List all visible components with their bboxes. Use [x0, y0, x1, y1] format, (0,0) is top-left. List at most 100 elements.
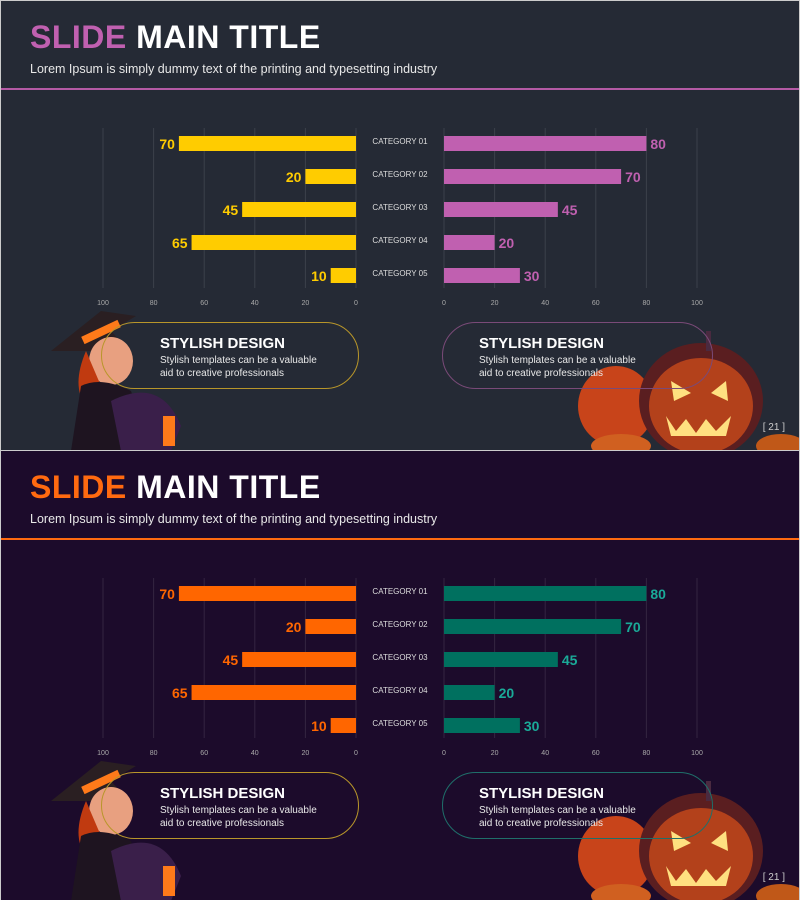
slide: SLIDE MAIN TITLE Lorem Ipsum is simply d… [1, 1, 799, 450]
left-tick-label: 0 [354, 750, 358, 757]
right-tick-label: 0 [442, 300, 446, 307]
pumpkins-image [578, 331, 799, 450]
pumpkins-image [578, 781, 799, 900]
left-bar [242, 202, 356, 217]
slide: SLIDE MAIN TITLE Lorem Ipsum is simply d… [1, 451, 799, 900]
left-bar [178, 586, 356, 601]
right-tick-label: 20 [491, 750, 499, 757]
info-card-left: STYLISH DESIGN Stylish templates can be … [101, 772, 359, 839]
info-card-left: STYLISH DESIGN Stylish templates can be … [101, 322, 359, 389]
right-bar [444, 136, 647, 151]
card-heading: STYLISH DESIGN [160, 785, 286, 802]
left-tick-label: 60 [200, 300, 208, 307]
right-value-label: 30 [524, 268, 540, 284]
card-text: Stylish templates can be a valuable aid … [160, 355, 317, 379]
left-tick-label: 100 [97, 300, 109, 307]
left-tick-label: 100 [97, 750, 109, 757]
right-value-label: 70 [625, 619, 641, 635]
left-tick-label: 80 [150, 750, 158, 757]
left-bar [305, 169, 356, 184]
left-value-label: 70 [159, 136, 175, 152]
right-value-label: 20 [499, 235, 515, 251]
right-bar [444, 586, 647, 601]
left-tick-label: 40 [251, 300, 259, 307]
left-tick-label: 20 [302, 300, 310, 307]
left-value-label: 10 [311, 268, 327, 284]
right-bar [444, 268, 520, 283]
left-value-label: 45 [223, 652, 239, 668]
right-tick-label: 100 [691, 300, 703, 307]
right-tick-label: 40 [541, 300, 549, 307]
right-bar [444, 202, 558, 217]
info-card-right: STYLISH DESIGN Stylish templates can be … [442, 322, 713, 389]
right-value-label: 45 [562, 652, 578, 668]
right-value-label: 70 [625, 169, 641, 185]
slide-title: SLIDE MAIN TITLE [30, 469, 321, 506]
right-bar [444, 718, 520, 733]
left-value-label: 10 [311, 718, 327, 734]
left-value-label: 20 [286, 169, 302, 185]
slide-subtitle: Lorem Ipsum is simply dummy text of the … [30, 62, 438, 76]
category-label: CATEGORY 02 [372, 620, 428, 629]
category-label: CATEGORY 05 [372, 269, 428, 278]
right-value-label: 20 [499, 685, 515, 701]
right-tick-label: 80 [643, 300, 651, 307]
left-bar [330, 268, 356, 283]
slide-title: SLIDE MAIN TITLE [30, 19, 321, 56]
butterfly-bar-chart: 0 0 20 20 40 40 60 60 80 80 100 100 CATEGORY 01 70 80 C… [97, 578, 703, 757]
title-rest: MAIN TITLE [136, 469, 321, 505]
right-bar [444, 235, 495, 250]
divider [1, 538, 799, 540]
info-card-right: STYLISH DESIGN Stylish templates can be … [442, 772, 713, 839]
category-label: CATEGORY 02 [372, 170, 428, 179]
right-bar [444, 652, 558, 667]
card-heading: STYLISH DESIGN [479, 785, 605, 802]
right-value-label: 80 [650, 136, 666, 152]
right-value-label: 80 [650, 586, 666, 602]
page-number: [ 21 ] [762, 872, 785, 883]
right-tick-label: 40 [541, 750, 549, 757]
card-text: Stylish templates can be a valuable aid … [479, 355, 636, 379]
title-rest: MAIN TITLE [136, 19, 321, 55]
right-value-label: 30 [524, 718, 540, 734]
card-heading: STYLISH DESIGN [160, 335, 286, 352]
right-tick-label: 20 [491, 300, 499, 307]
left-bar [305, 619, 356, 634]
slide-subtitle: Lorem Ipsum is simply dummy text of the … [30, 512, 438, 526]
category-label: CATEGORY 01 [372, 137, 428, 146]
title-accent: SLIDE [30, 19, 127, 55]
left-tick-label: 0 [354, 300, 358, 307]
card-text: Stylish templates can be a valuable aid … [160, 805, 317, 829]
left-bar [178, 136, 356, 151]
card-heading: STYLISH DESIGN [479, 335, 605, 352]
left-value-label: 65 [172, 685, 188, 701]
left-value-label: 70 [159, 586, 175, 602]
right-tick-label: 60 [592, 300, 600, 307]
left-tick-label: 20 [302, 750, 310, 757]
title-accent: SLIDE [30, 469, 127, 505]
left-bar [330, 718, 356, 733]
left-tick-label: 80 [150, 300, 158, 307]
left-tick-label: 60 [200, 750, 208, 757]
category-label: CATEGORY 05 [372, 719, 428, 728]
category-label: CATEGORY 04 [372, 236, 428, 245]
card-text: Stylish templates can be a valuable aid … [479, 805, 636, 829]
category-label: CATEGORY 03 [372, 653, 428, 662]
right-tick-label: 80 [643, 750, 651, 757]
divider [1, 88, 799, 90]
butterfly-bar-chart: 0 0 20 20 40 40 60 60 80 80 100 100 CATEGORY 01 70 80 C… [97, 128, 703, 307]
category-label: CATEGORY 04 [372, 686, 428, 695]
page-number: [ 21 ] [762, 422, 785, 433]
left-bar [191, 235, 356, 250]
right-tick-label: 60 [592, 750, 600, 757]
right-bar [444, 685, 495, 700]
right-bar [444, 169, 622, 184]
left-value-label: 20 [286, 619, 302, 635]
left-value-label: 65 [172, 235, 188, 251]
left-bar [242, 652, 356, 667]
category-label: CATEGORY 01 [372, 587, 428, 596]
category-label: CATEGORY 03 [372, 203, 428, 212]
left-value-label: 45 [223, 202, 239, 218]
right-value-label: 45 [562, 202, 578, 218]
left-tick-label: 40 [251, 750, 259, 757]
